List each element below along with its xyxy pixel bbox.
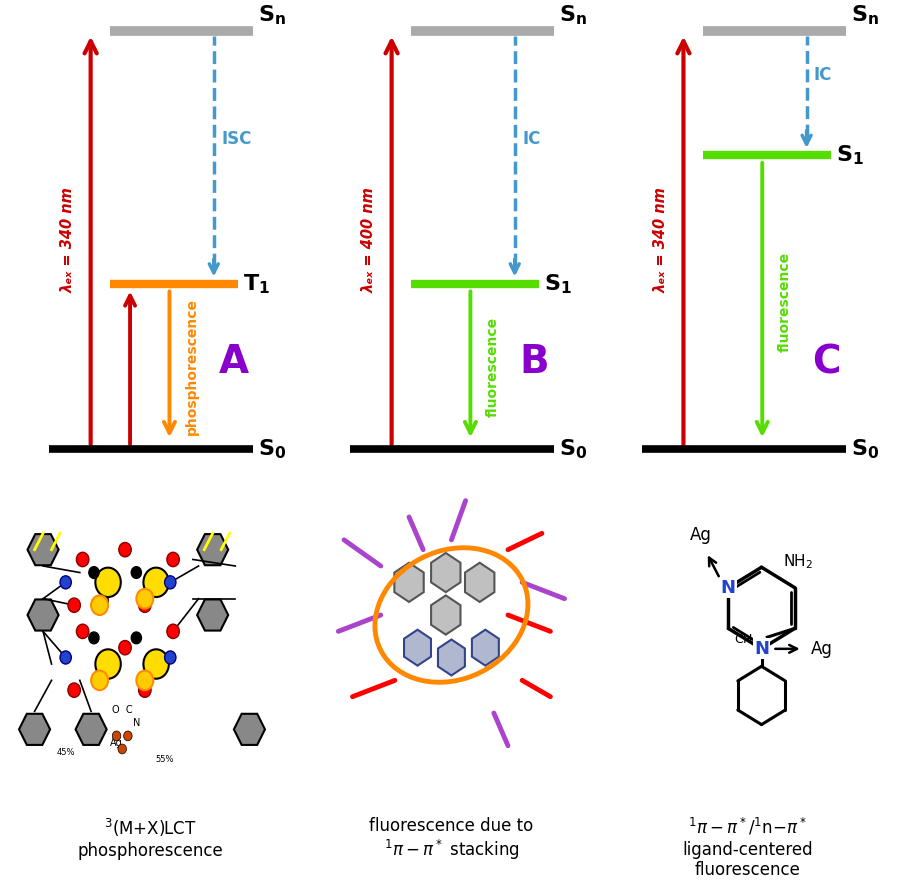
Text: 45%: 45% bbox=[56, 749, 75, 758]
Circle shape bbox=[112, 731, 120, 741]
Text: λₑₓ = 400 nm: λₑₓ = 400 nm bbox=[362, 187, 376, 293]
Text: N: N bbox=[132, 718, 140, 728]
Circle shape bbox=[91, 670, 108, 691]
Circle shape bbox=[67, 683, 80, 698]
Text: N: N bbox=[720, 578, 735, 597]
Polygon shape bbox=[404, 630, 431, 666]
Circle shape bbox=[88, 632, 99, 644]
Text: O  C: O C bbox=[112, 705, 132, 715]
Text: N: N bbox=[753, 640, 768, 658]
Text: $^3$(M+X)LCT
phosphorescence: $^3$(M+X)LCT phosphorescence bbox=[77, 817, 223, 860]
Circle shape bbox=[137, 670, 153, 691]
Circle shape bbox=[137, 589, 153, 608]
Text: B: B bbox=[519, 343, 548, 381]
Text: $\mathbf{S_0}$: $\mathbf{S_0}$ bbox=[258, 437, 286, 461]
Text: $\mathbf{S_0}$: $\mathbf{S_0}$ bbox=[850, 437, 878, 461]
Text: 55%: 55% bbox=[155, 755, 174, 764]
Circle shape bbox=[77, 552, 88, 567]
Text: ISC: ISC bbox=[220, 131, 251, 148]
Circle shape bbox=[77, 624, 88, 638]
Text: Ag: Ag bbox=[110, 737, 123, 748]
Text: phosphorescence: phosphorescence bbox=[184, 298, 199, 435]
Circle shape bbox=[118, 744, 127, 754]
Circle shape bbox=[60, 651, 71, 664]
Polygon shape bbox=[431, 595, 460, 635]
Circle shape bbox=[138, 683, 151, 698]
Circle shape bbox=[124, 731, 132, 741]
Circle shape bbox=[88, 567, 99, 578]
Text: $\mathbf{S_0}$: $\mathbf{S_0}$ bbox=[558, 437, 587, 461]
Circle shape bbox=[96, 649, 120, 679]
Polygon shape bbox=[465, 562, 494, 602]
Polygon shape bbox=[437, 639, 465, 675]
Polygon shape bbox=[197, 534, 228, 565]
Text: Ag: Ag bbox=[810, 640, 832, 658]
Circle shape bbox=[67, 598, 80, 613]
Text: $\mathbf{S_1}$: $\mathbf{S_1}$ bbox=[544, 272, 571, 296]
Circle shape bbox=[118, 640, 131, 655]
Circle shape bbox=[96, 568, 120, 597]
Circle shape bbox=[143, 649, 169, 679]
Polygon shape bbox=[394, 562, 424, 602]
Polygon shape bbox=[76, 713, 107, 745]
Circle shape bbox=[138, 598, 151, 613]
Text: C: C bbox=[811, 343, 840, 381]
Text: $^1\pi-\pi^*/^1$n$-\pi^*$
ligand-centered
fluorescence: $^1\pi-\pi^*/^1$n$-\pi^*$ ligand-centere… bbox=[681, 817, 813, 879]
Text: IC: IC bbox=[521, 131, 540, 148]
Text: $\mathbf{S_n}$: $\mathbf{S_n}$ bbox=[558, 4, 587, 26]
Circle shape bbox=[165, 576, 176, 589]
Text: $\mathbf{T_1}$: $\mathbf{T_1}$ bbox=[243, 272, 270, 296]
Polygon shape bbox=[27, 534, 58, 565]
Circle shape bbox=[60, 576, 71, 589]
Polygon shape bbox=[431, 553, 460, 592]
Polygon shape bbox=[27, 600, 58, 630]
Text: fluorescence: fluorescence bbox=[485, 317, 499, 417]
Polygon shape bbox=[233, 713, 265, 745]
Circle shape bbox=[91, 595, 108, 615]
Circle shape bbox=[167, 624, 179, 638]
Text: λₑₓ = 340 nm: λₑₓ = 340 nm bbox=[61, 187, 76, 293]
Circle shape bbox=[131, 632, 141, 644]
Text: $\mathbf{S_n}$: $\mathbf{S_n}$ bbox=[850, 4, 878, 26]
Text: $\mathbf{S_n}$: $\mathbf{S_n}$ bbox=[258, 4, 286, 26]
Circle shape bbox=[165, 651, 176, 664]
Text: Ag: Ag bbox=[690, 526, 711, 544]
Text: $\mathbf{S_1}$: $\mathbf{S_1}$ bbox=[835, 144, 863, 167]
Text: IC: IC bbox=[813, 66, 832, 84]
Circle shape bbox=[131, 567, 141, 578]
Polygon shape bbox=[471, 630, 498, 666]
Circle shape bbox=[143, 568, 169, 597]
Circle shape bbox=[118, 542, 131, 557]
Text: fluorescence: fluorescence bbox=[776, 253, 791, 352]
Circle shape bbox=[167, 552, 179, 567]
Text: fluorescence due to
$^1\pi-\pi^*$ stacking: fluorescence due to $^1\pi-\pi^*$ stacki… bbox=[369, 817, 533, 863]
Text: λₑₓ = 340 nm: λₑₓ = 340 nm bbox=[653, 187, 668, 293]
Text: CH$_3$: CH$_3$ bbox=[733, 632, 758, 647]
Polygon shape bbox=[197, 600, 228, 630]
Text: NH$_2$: NH$_2$ bbox=[783, 552, 813, 570]
Text: A: A bbox=[218, 343, 249, 381]
Polygon shape bbox=[19, 713, 50, 745]
